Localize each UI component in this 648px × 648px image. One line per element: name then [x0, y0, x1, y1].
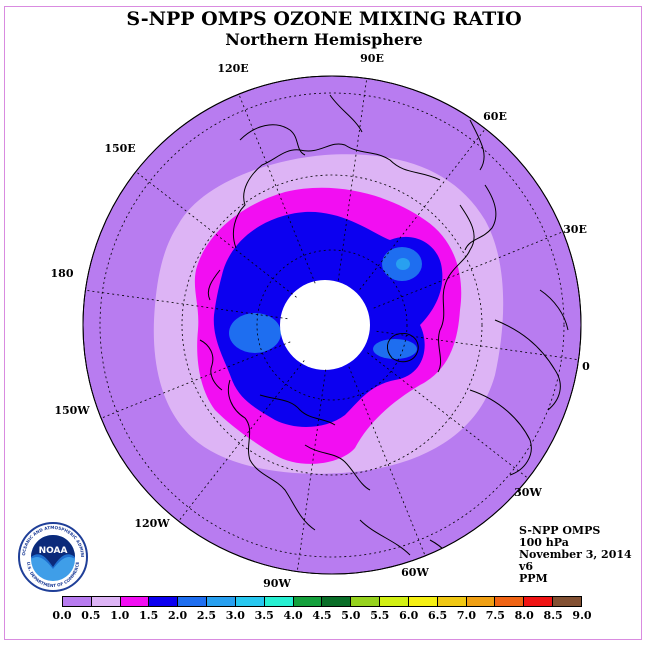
meridian-line [337, 78, 368, 281]
colorbar-segment [408, 597, 438, 606]
noaa-logo-icon: NATIONAL OCEANIC AND ATMOSPHERIC ADMINIS… [17, 521, 88, 592]
colorbar-tick-label: 7.0 [456, 609, 477, 622]
colorbar-tick-label: 0.0 [52, 609, 72, 622]
colorbar-segment [553, 597, 581, 606]
colorbar-tick-label: 7.5 [485, 609, 505, 622]
meridian-line [348, 366, 426, 557]
colorbar-tick-label: 8.0 [514, 609, 534, 622]
colorbar [62, 596, 582, 607]
colorbar-tick-label: 0.5 [81, 609, 101, 622]
colorbar-segment [120, 597, 150, 606]
meridian-line [85, 289, 288, 320]
map-title: S-NPP OMPS OZONE MIXING RATIO [126, 8, 522, 30]
latitude-circle-70 [256, 249, 408, 401]
colorbar-tick-label: 2.0 [167, 609, 188, 622]
colorbar-tick-label: 4.0 [283, 609, 303, 622]
latitude-circle-50 [181, 174, 483, 476]
colorbar-tick-label: 1.5 [139, 609, 159, 622]
contour-2.0-2.5-east [373, 339, 417, 359]
colorbar-segment [466, 597, 496, 606]
longitude-label: 60E [483, 110, 507, 123]
instrument-label: S-NPP OMPS [519, 524, 601, 537]
colorbar-tick-label: 6.5 [427, 609, 448, 622]
longitude-label: 0 [582, 360, 590, 373]
colorbar-segment [207, 597, 236, 606]
colorbar-tick-label: 5.5 [370, 609, 390, 622]
longitude-label: 60W [401, 566, 429, 579]
colorbar-tick-label: 3.5 [254, 609, 274, 622]
colorbar-tick-label: 3.0 [225, 609, 245, 622]
colorbar-segment [322, 597, 352, 606]
meridian-line [135, 171, 297, 298]
longitude-label: 150E [104, 142, 135, 155]
longitude-label: 90E [360, 52, 384, 65]
meridian-line [367, 352, 529, 479]
colorbar-tick-label: 6.0 [399, 609, 419, 622]
colorbar-tick-label: 2.5 [196, 609, 217, 622]
colorbar-segment [178, 597, 208, 606]
map-subtitle: Northern Hemisphere [225, 30, 423, 49]
longitude-label: 150W [54, 404, 90, 417]
version-label: v6 [519, 560, 534, 573]
figure-frame [4, 6, 642, 640]
colorbar-tick-label: 5.0 [341, 609, 361, 622]
date-label: November 3, 2014 [519, 548, 632, 561]
meridian-line [238, 93, 316, 284]
polar-missing-data [280, 280, 370, 370]
colorbar-segment [437, 597, 467, 606]
contour-2.0-2.5-west [229, 313, 281, 353]
meridian-line [296, 369, 327, 572]
colorbar-segment [380, 597, 409, 606]
colorbar-tick-label: 8.5 [543, 609, 563, 622]
meridian-line [359, 128, 486, 290]
latitude-circle-30 [99, 92, 565, 558]
colorbar-segment [351, 597, 381, 606]
colorbar-tick-label: 1.0 [110, 609, 130, 622]
longitude-label: 90W [263, 577, 291, 590]
longitude-label: 30W [514, 486, 542, 499]
colorbar-tick-label: 9.0 [572, 609, 592, 622]
colorbar-segment [149, 597, 179, 606]
colorbar-segment [235, 597, 265, 606]
colorbar-segment [63, 597, 92, 606]
meridian-line [373, 231, 564, 309]
longitude-label: 120E [217, 62, 248, 75]
noaa-logo-text: NOAA [39, 546, 68, 556]
colorbar-segment [524, 597, 554, 606]
colorbar-tick-label: 4.5 [312, 609, 332, 622]
contour-2.5-3.0-peak [396, 258, 410, 270]
units-label: PPM [519, 572, 548, 585]
map-info-block: S-NPP OMPS 100 hPa November 3, 2014 v6 P… [519, 525, 632, 585]
pressure-level-label: 100 hPa [519, 536, 569, 549]
meridian-line [100, 341, 291, 419]
colorbar-segment [293, 597, 323, 606]
longitude-label: 180 [51, 267, 74, 280]
longitude-label: 30E [563, 223, 587, 236]
colorbar-ticks: 0.0 0.5 1.0 1.5 2.0 2.5 3.0 3.5 4.0 4.5 5.0 5.5 6.0 6… [52, 609, 591, 623]
meridian-line [178, 360, 305, 522]
colorbar-segment [495, 597, 525, 606]
colorbar-segment [264, 597, 294, 606]
colorbar-segment [91, 597, 121, 606]
longitude-label: 120W [134, 517, 170, 530]
